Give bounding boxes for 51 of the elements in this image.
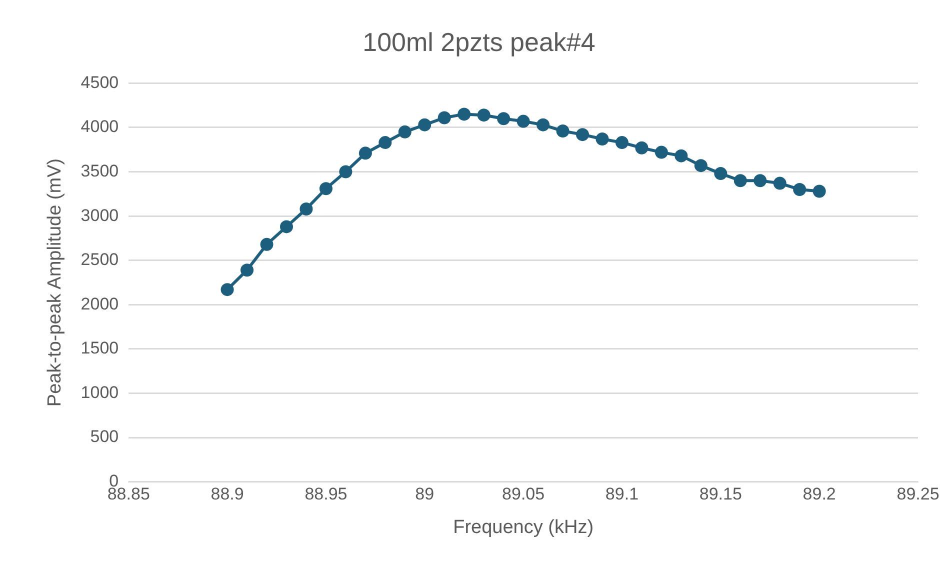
point [458,108,471,121]
point [812,184,826,198]
y-tick-label: 3500 [80,161,119,180]
y-axis-title: Peak-to-peak Amplitude (mV) [44,158,66,407]
point [418,118,432,132]
x-tick-label: 89.2 [802,484,836,504]
point [556,124,570,138]
point [654,146,668,159]
point [773,176,786,190]
y-tick-label: 3000 [80,206,119,225]
x-tick-label: 88.9 [210,484,244,504]
point [516,114,530,128]
point [260,238,274,251]
point [714,167,728,180]
point [220,283,234,296]
point [734,174,747,188]
point [438,111,451,124]
point [536,118,550,132]
y-tick-label: 1500 [80,338,119,358]
y-tick-label: 2500 [80,250,119,270]
point [358,146,372,160]
x-axis-title: Frequency (kHz) [453,516,594,538]
x-tick-label: 88.95 [304,484,348,504]
x-tick-label: 89.25 [896,484,940,504]
x-tick-label: 89.15 [699,484,742,504]
point [635,141,648,154]
point [339,165,352,178]
x-tick-label: 89 [415,484,434,504]
point [497,112,510,126]
point [280,220,293,234]
point [674,149,688,162]
chart-title: 100ml 2pzts peak#4 [362,26,596,57]
point [754,174,767,188]
point [300,202,313,216]
y-tick-label: 1000 [80,382,119,402]
point [319,182,332,196]
point [240,264,254,277]
point [694,159,708,172]
x-tick-label: 89.05 [502,484,545,504]
point [596,132,609,146]
point [477,108,490,122]
y-tick-label: 2000 [80,294,119,314]
y-tick-label: 4500 [80,72,119,92]
y-tick-label: 4000 [80,117,119,136]
point [615,136,628,150]
x-tick-label: 89.1 [605,484,639,504]
point [576,128,590,142]
y-tick-label: 500 [90,427,119,446]
point [398,125,412,138]
point [378,136,392,150]
point [793,182,806,196]
